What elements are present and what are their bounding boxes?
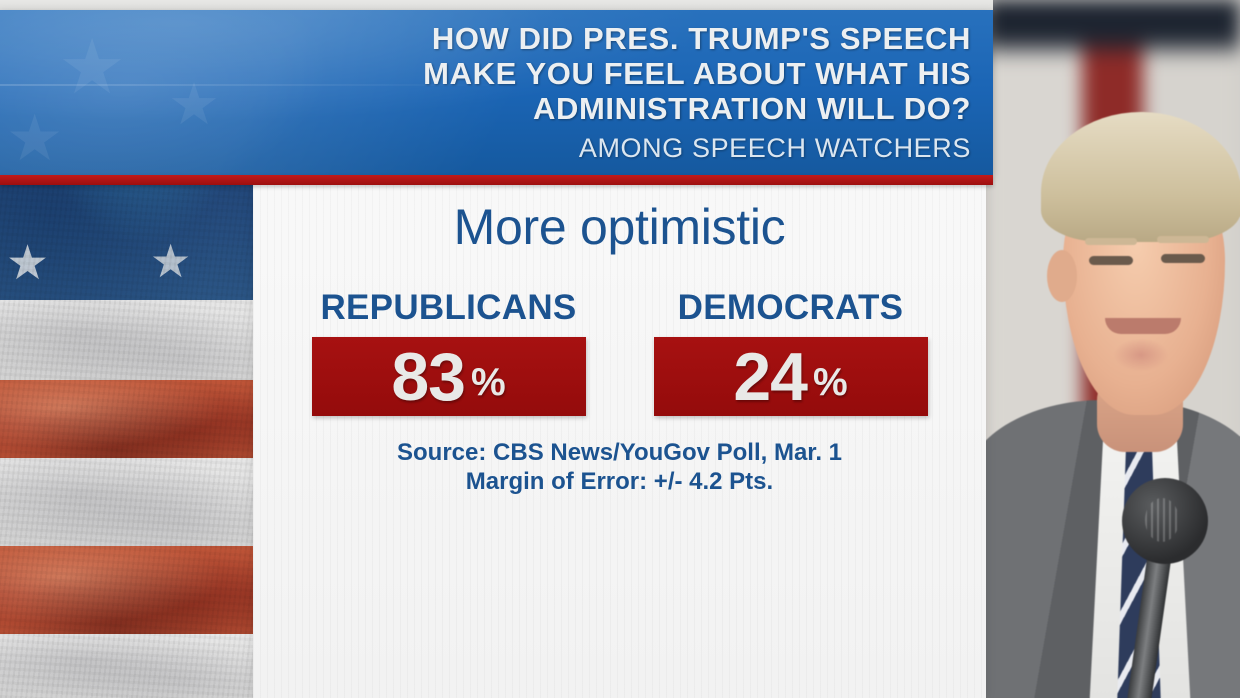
header-banner: ★ ★ ★ bbox=[0, 10, 993, 175]
photo-soft-focus bbox=[985, 0, 1240, 698]
header-star-icon: ★ bbox=[168, 72, 220, 137]
percent-symbol: % bbox=[470, 360, 506, 404]
footnote-block: Source: CBS News/YouGov Poll, Mar. 1 Mar… bbox=[253, 438, 986, 496]
flag-stripe-red bbox=[0, 380, 258, 458]
answer-label: More optimistic bbox=[453, 199, 786, 255]
header-text-block: HOW DID PRES. TRUMP'S SPEECH MAKE YOU FE… bbox=[0, 10, 993, 175]
group-value-box: 24 % bbox=[653, 337, 928, 416]
group-value: 24 bbox=[733, 338, 808, 415]
header-star-icon: ★ bbox=[6, 102, 64, 174]
trump-portrait-photo bbox=[985, 0, 1240, 698]
header-red-divider bbox=[0, 175, 993, 185]
flag-stripe-white bbox=[0, 300, 258, 380]
top-edge-sliver bbox=[0, 0, 993, 10]
header-line-1: HOW DID PRES. TRUMP'S SPEECH bbox=[431, 20, 971, 56]
flag-stripe-white bbox=[0, 634, 258, 698]
group-label: REPUBLICANS bbox=[320, 288, 577, 327]
group-value: 83 bbox=[391, 338, 466, 415]
source-line: Source: CBS News/YouGov Poll, Mar. 1 bbox=[397, 439, 842, 466]
flag-stripe-white bbox=[0, 458, 258, 546]
percent-symbol: % bbox=[812, 360, 848, 404]
group-label: DEMOCRATS bbox=[677, 288, 904, 327]
results-row: REPUBLICANS 83 % DEMOCRATS 24 % bbox=[253, 288, 986, 416]
flag-star-icon: ★ bbox=[150, 235, 192, 287]
group-value-box: 83 % bbox=[311, 337, 586, 416]
header-subline: AMONG SPEECH WATCHERS bbox=[578, 132, 971, 163]
flag-stripe-red bbox=[0, 546, 258, 634]
flag-star-icon: ★ bbox=[6, 237, 50, 290]
margin-of-error-line: Margin of Error: +/- 4.2 Pts. bbox=[465, 468, 774, 495]
result-group-republicans: REPUBLICANS 83 % bbox=[309, 288, 589, 416]
header-star-icon: ★ bbox=[58, 25, 127, 110]
result-group-democrats: DEMOCRATS 24 % bbox=[651, 288, 931, 416]
header-line-3: ADMINISTRATION WILL DO? bbox=[533, 90, 971, 126]
header-line-2: MAKE YOU FEEL ABOUT WHAT HIS bbox=[423, 55, 971, 91]
header-fold-line bbox=[0, 84, 520, 86]
